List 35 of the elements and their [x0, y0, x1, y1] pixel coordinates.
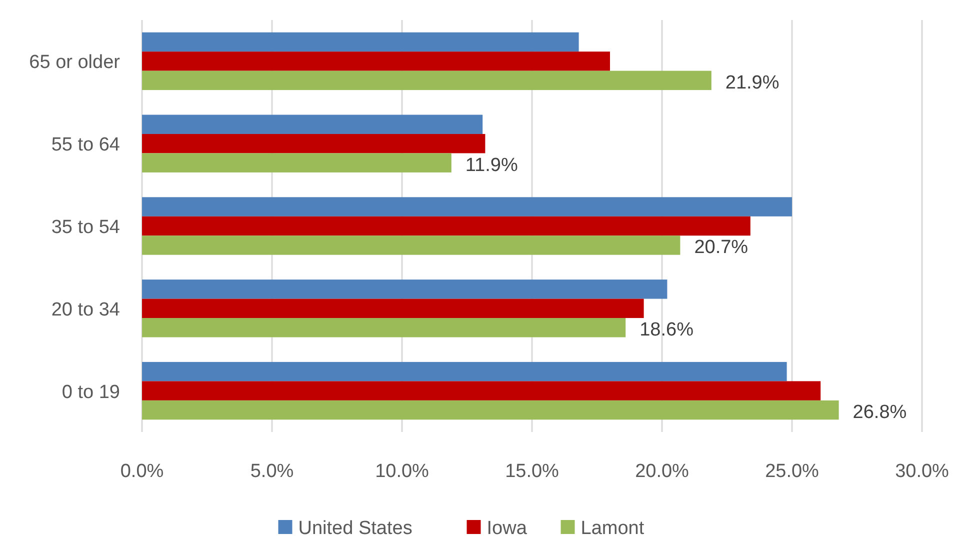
x-tick-label: 20.0% — [635, 461, 690, 482]
y-tick-label: 65 or older — [29, 52, 121, 74]
bar — [142, 70, 712, 90]
bar — [142, 298, 644, 318]
legend-label: United States — [298, 518, 412, 539]
bar — [142, 280, 668, 299]
bar — [142, 400, 839, 420]
x-tick-label: 10.0% — [375, 461, 430, 482]
data-label: 11.9% — [465, 154, 518, 176]
bar — [142, 318, 626, 338]
bar — [142, 134, 486, 154]
bar — [142, 381, 821, 400]
legend-label: Iowa — [486, 518, 528, 539]
bar — [142, 32, 579, 52]
data-label: 21.9% — [725, 72, 780, 94]
bar — [142, 114, 483, 134]
x-tick-label: 0.0% — [120, 461, 164, 482]
legend-label: Lamont — [580, 518, 645, 539]
bar — [142, 216, 750, 236]
bar — [142, 362, 787, 382]
y-tick-label: 35 to 54 — [51, 217, 120, 238]
x-tick-label: 25.0% — [765, 461, 820, 482]
bar — [142, 197, 792, 216]
data-label: 18.6% — [640, 320, 694, 341]
bar — [142, 236, 680, 255]
y-tick-label: 0 to 19 — [62, 382, 120, 403]
y-tick-label: 20 to 34 — [51, 299, 120, 320]
bar — [142, 52, 610, 71]
x-tick-label: 5.0% — [250, 461, 294, 482]
data-label: 26.8% — [852, 402, 907, 424]
x-tick-label: 30.0% — [895, 461, 950, 482]
y-tick-label: 55 to 64 — [51, 134, 120, 156]
bar — [142, 153, 452, 172]
x-tick-label: 15.0% — [505, 461, 560, 482]
data-label: 20.7% — [694, 237, 748, 258]
